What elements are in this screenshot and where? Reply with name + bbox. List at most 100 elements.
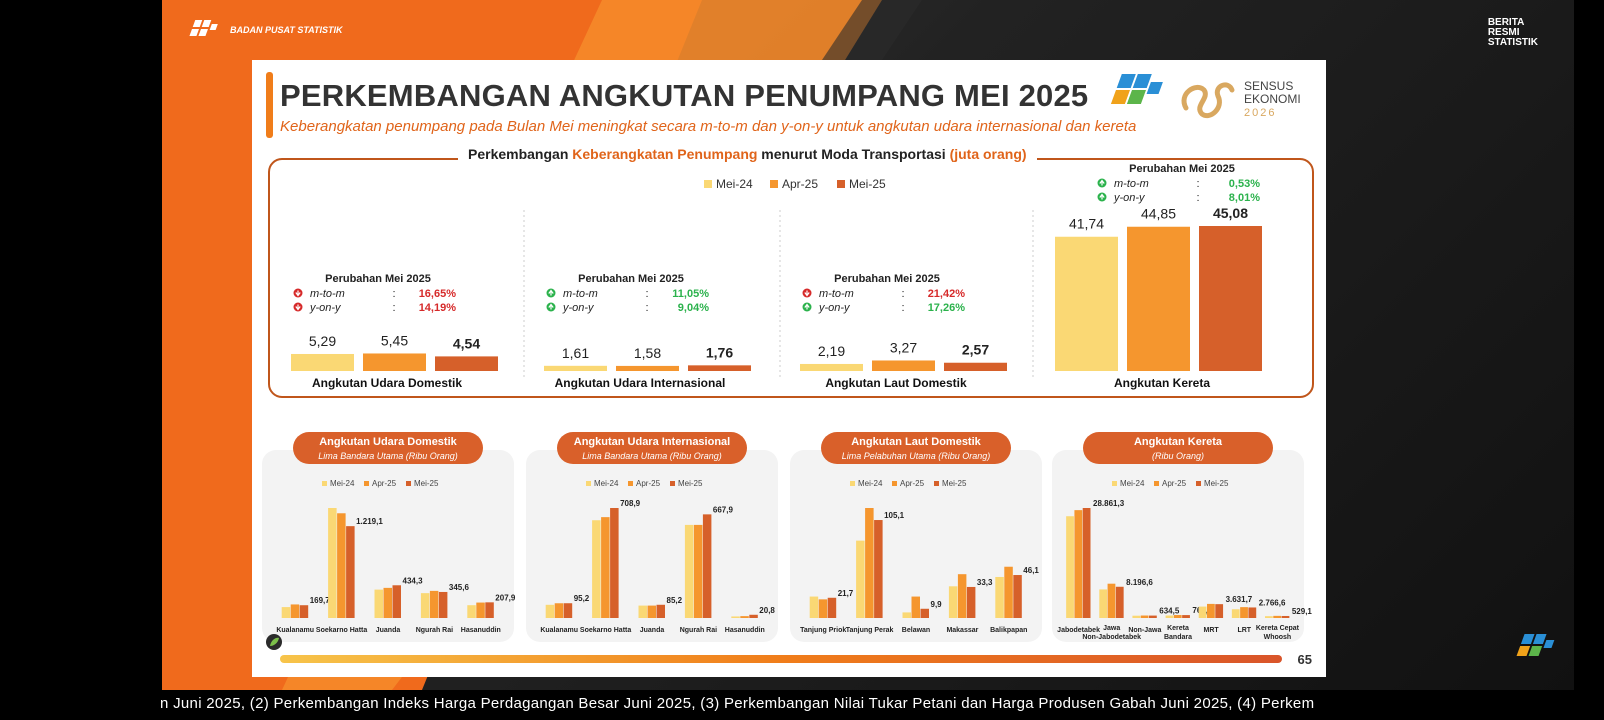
- bar-value-label: 8.196,6: [1126, 578, 1153, 587]
- bar: [281, 607, 291, 618]
- bar-value-label: 33,3: [977, 578, 993, 587]
- legend-label: Apr-25: [1162, 479, 1187, 488]
- bar-value-label: 1,58: [634, 345, 661, 361]
- bar-value-label: 3.631,7: [1226, 595, 1253, 604]
- legend-label: Apr-25: [372, 479, 397, 488]
- bar: [299, 605, 309, 618]
- bar-value-label: 169,7: [310, 596, 331, 605]
- change-colon: :: [901, 302, 904, 314]
- bar: [1231, 609, 1240, 618]
- bar: [1055, 236, 1118, 371]
- brs-logo: BERITA RESMI STATISTIK: [1488, 18, 1538, 48]
- category-label: Ngurah Rai: [680, 627, 717, 634]
- bar: [563, 603, 573, 618]
- bar: [1240, 607, 1248, 618]
- bar: [545, 604, 555, 618]
- slide-subtitle: Keberangkatan penumpang pada Bulan Mei m…: [280, 118, 1137, 135]
- bar-value-label: 434,3: [403, 576, 424, 585]
- change-value: 8,01%: [1229, 192, 1260, 204]
- presentation-stage: BADAN PUSAT STATISTIK BERITA RESMI STATI…: [162, 0, 1574, 690]
- category-label: Belawan: [902, 627, 930, 634]
- bar: [392, 585, 401, 618]
- bar-value-label: 2,19: [818, 343, 845, 359]
- category-label: Juanda: [640, 627, 665, 634]
- panel-title: Angkutan Udara Internasional: [574, 436, 730, 448]
- change-metric-label: m-to-m: [310, 288, 345, 300]
- bar-value-label: 1,76: [706, 344, 733, 360]
- change-value: 21,42%: [928, 288, 966, 300]
- legend-swatch: [770, 180, 778, 188]
- bar: [1207, 603, 1215, 618]
- legend-label: Mei-25: [678, 479, 703, 488]
- bar: [1215, 604, 1224, 618]
- panel-background: [262, 450, 514, 642]
- bar: [1132, 615, 1141, 618]
- main-chart-title-prefix: Perkembangan: [468, 146, 573, 162]
- bar-value-label: 1.219,1: [356, 517, 383, 526]
- bar: [944, 362, 1007, 371]
- bar-value-label: 634,5: [1159, 607, 1180, 616]
- bar: [363, 353, 426, 371]
- change-heading: Perubahan Mei 2025: [578, 273, 684, 285]
- panel-subtitle: (Ribu Orang): [1152, 451, 1204, 461]
- legend-swatch: [892, 481, 897, 486]
- bar: [656, 604, 665, 618]
- bar: [1082, 508, 1091, 618]
- bar: [995, 576, 1004, 618]
- bar-value-label: 44,85: [1141, 206, 1176, 222]
- bar: [1248, 607, 1257, 618]
- main-chart-title-highlight: Keberangkatan Penumpang: [572, 146, 758, 162]
- change-metric-label: m-to-m: [819, 288, 854, 300]
- panel-title-pill: [1083, 432, 1273, 464]
- bar-value-label: 1,61: [562, 345, 589, 361]
- bar: [1199, 226, 1262, 371]
- brs-line: STATISTIK: [1487, 37, 1538, 48]
- category-label: LRT: [1237, 627, 1251, 634]
- legend-label: Mei-25: [414, 479, 439, 488]
- bar: [865, 508, 874, 618]
- bar: [827, 597, 837, 618]
- bar: [420, 593, 430, 618]
- category-label: Ngurah Rai: [416, 627, 453, 634]
- category-label: Tanjung Perak: [846, 627, 894, 634]
- slide: PERKEMBANGAN ANGKUTAN PENUMPANG MEI 2025…: [252, 60, 1326, 677]
- bar-value-label: 5,45: [381, 332, 408, 348]
- bar: [485, 602, 494, 618]
- bar-value-label: 5,29: [309, 333, 336, 349]
- bar: [616, 365, 679, 371]
- bar-value-label: 28.861,3: [1093, 499, 1125, 508]
- change-value: 16,65%: [419, 288, 457, 300]
- arrow-glyph: [1099, 193, 1105, 200]
- bar-value-label: 2,57: [962, 342, 989, 358]
- bar: [1140, 615, 1149, 618]
- org-name: BADAN PUSAT STATISTIK: [230, 25, 343, 35]
- change-heading: Perubahan Mei 2025: [1129, 163, 1235, 175]
- bar: [1273, 615, 1282, 618]
- legend-swatch: [586, 481, 591, 486]
- bar-value-label: 20,8: [759, 606, 775, 615]
- bar: [435, 356, 498, 371]
- bar: [809, 596, 819, 618]
- bar: [911, 596, 920, 618]
- panel-title: Angkutan Laut Domestik: [851, 436, 981, 448]
- bar: [1198, 606, 1207, 618]
- category-label: Makassar: [946, 627, 978, 634]
- legend-label: Apr-25: [900, 479, 925, 488]
- bar: [1115, 586, 1124, 618]
- category-label: Kereta Bandara: [1164, 625, 1192, 641]
- bar: [948, 586, 958, 618]
- bar: [856, 540, 865, 618]
- bar-value-label: 85,2: [667, 596, 683, 605]
- bar: [688, 365, 751, 371]
- category-label: Tanjung Priok: [800, 627, 846, 634]
- bar-value-label: 45,08: [1213, 205, 1248, 221]
- bps-watermark-icon: [1516, 634, 1555, 656]
- legend-swatch: [850, 481, 855, 486]
- bar: [1127, 226, 1190, 371]
- panel-subtitle: Lima Bandara Utama (Ribu Orang): [318, 451, 458, 461]
- bar: [337, 513, 346, 618]
- panel-title-pill: [557, 432, 747, 464]
- bar: [693, 524, 703, 618]
- bar-value-label: 207,9: [495, 593, 516, 602]
- category-label: Hasanuddin: [725, 627, 765, 634]
